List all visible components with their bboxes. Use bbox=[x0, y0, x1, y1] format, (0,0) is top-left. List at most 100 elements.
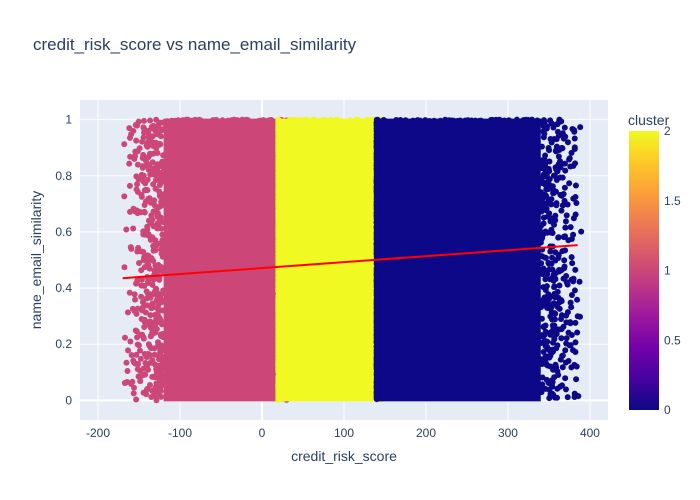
data-point bbox=[138, 276, 145, 283]
data-point bbox=[386, 119, 393, 126]
data-point bbox=[154, 150, 161, 157]
data-point bbox=[153, 116, 160, 123]
data-point bbox=[545, 259, 552, 266]
data-point bbox=[541, 337, 548, 344]
data-point bbox=[440, 120, 447, 127]
data-point bbox=[373, 292, 380, 299]
data-point bbox=[138, 248, 145, 255]
data-point bbox=[568, 292, 575, 299]
data-point bbox=[124, 309, 131, 316]
data-point bbox=[538, 231, 545, 238]
data-point bbox=[158, 393, 165, 400]
cluster-0-dense-band bbox=[376, 118, 541, 402]
data-point bbox=[558, 118, 565, 125]
data-point bbox=[133, 186, 140, 193]
data-point bbox=[155, 261, 162, 268]
data-point bbox=[141, 201, 148, 208]
cluster-1-points bbox=[121, 116, 290, 404]
data-point bbox=[155, 308, 162, 315]
data-point bbox=[147, 199, 154, 206]
data-point bbox=[132, 148, 139, 155]
data-point bbox=[242, 120, 249, 127]
data-point bbox=[543, 360, 550, 367]
data-point bbox=[497, 117, 504, 124]
data-point bbox=[157, 141, 164, 148]
data-point bbox=[126, 182, 133, 189]
data-point bbox=[550, 366, 557, 373]
data-point bbox=[133, 137, 140, 144]
data-point bbox=[542, 191, 549, 198]
data-point bbox=[310, 116, 317, 123]
data-point bbox=[141, 351, 148, 358]
data-point bbox=[160, 287, 167, 294]
data-point bbox=[555, 234, 562, 241]
data-point bbox=[551, 172, 558, 179]
data-point bbox=[568, 364, 575, 371]
data-point bbox=[574, 329, 581, 336]
data-point bbox=[275, 246, 282, 253]
data-point bbox=[373, 139, 380, 146]
data-point bbox=[373, 301, 380, 308]
data-point bbox=[551, 316, 558, 323]
data-point bbox=[413, 117, 420, 124]
data-point bbox=[523, 117, 530, 124]
colorbar-tick-label: 0 bbox=[664, 403, 671, 417]
x-axis-ticks: -200 -100 0 100 200 300 400 bbox=[86, 426, 600, 440]
data-point bbox=[144, 290, 151, 297]
x-tick-label: 100 bbox=[334, 426, 354, 440]
data-point bbox=[147, 312, 154, 319]
data-point bbox=[561, 124, 568, 131]
data-point bbox=[373, 131, 380, 138]
data-point bbox=[160, 240, 167, 247]
data-point bbox=[572, 339, 579, 346]
data-point bbox=[284, 119, 291, 126]
data-point bbox=[121, 141, 128, 148]
data-point bbox=[136, 347, 143, 354]
data-point bbox=[569, 126, 576, 133]
data-point bbox=[373, 319, 380, 326]
data-point bbox=[573, 376, 580, 383]
data-point bbox=[552, 147, 559, 154]
data-point bbox=[136, 260, 143, 267]
data-point bbox=[538, 389, 545, 396]
data-point bbox=[275, 227, 282, 234]
data-point bbox=[562, 218, 569, 225]
data-point bbox=[275, 358, 282, 365]
data-point bbox=[128, 245, 135, 252]
data-point bbox=[561, 184, 568, 191]
data-point bbox=[513, 116, 520, 123]
trendline-line bbox=[122, 244, 578, 280]
data-point bbox=[425, 119, 432, 126]
data-point bbox=[296, 120, 303, 127]
colorbar-tick-label: 1 bbox=[664, 264, 671, 278]
y-tick-label: 0.6 bbox=[55, 225, 72, 239]
data-point bbox=[538, 302, 545, 309]
data-point bbox=[567, 319, 574, 326]
data-point bbox=[373, 336, 380, 343]
data-point bbox=[543, 125, 550, 132]
x-tick-label: 300 bbox=[498, 426, 518, 440]
data-point bbox=[557, 174, 564, 181]
data-point bbox=[568, 254, 575, 261]
data-point bbox=[373, 376, 380, 383]
data-point bbox=[373, 353, 380, 360]
data-point bbox=[131, 208, 138, 215]
y-axis-ticks: 0 0.2 0.4 0.6 0.8 1 bbox=[55, 113, 72, 408]
data-point bbox=[128, 352, 135, 359]
data-point bbox=[275, 392, 282, 399]
scatter-points bbox=[121, 116, 585, 404]
data-point bbox=[148, 123, 155, 130]
data-point bbox=[159, 330, 166, 337]
data-point bbox=[143, 295, 150, 302]
data-point bbox=[149, 133, 156, 140]
data-point bbox=[547, 229, 554, 236]
data-point bbox=[155, 174, 162, 181]
data-point bbox=[550, 121, 557, 128]
data-point bbox=[275, 173, 282, 180]
data-point bbox=[547, 313, 554, 320]
data-point bbox=[373, 361, 380, 368]
data-point bbox=[138, 316, 145, 323]
data-point bbox=[149, 142, 156, 149]
data-point bbox=[567, 299, 574, 306]
data-point bbox=[373, 202, 380, 209]
